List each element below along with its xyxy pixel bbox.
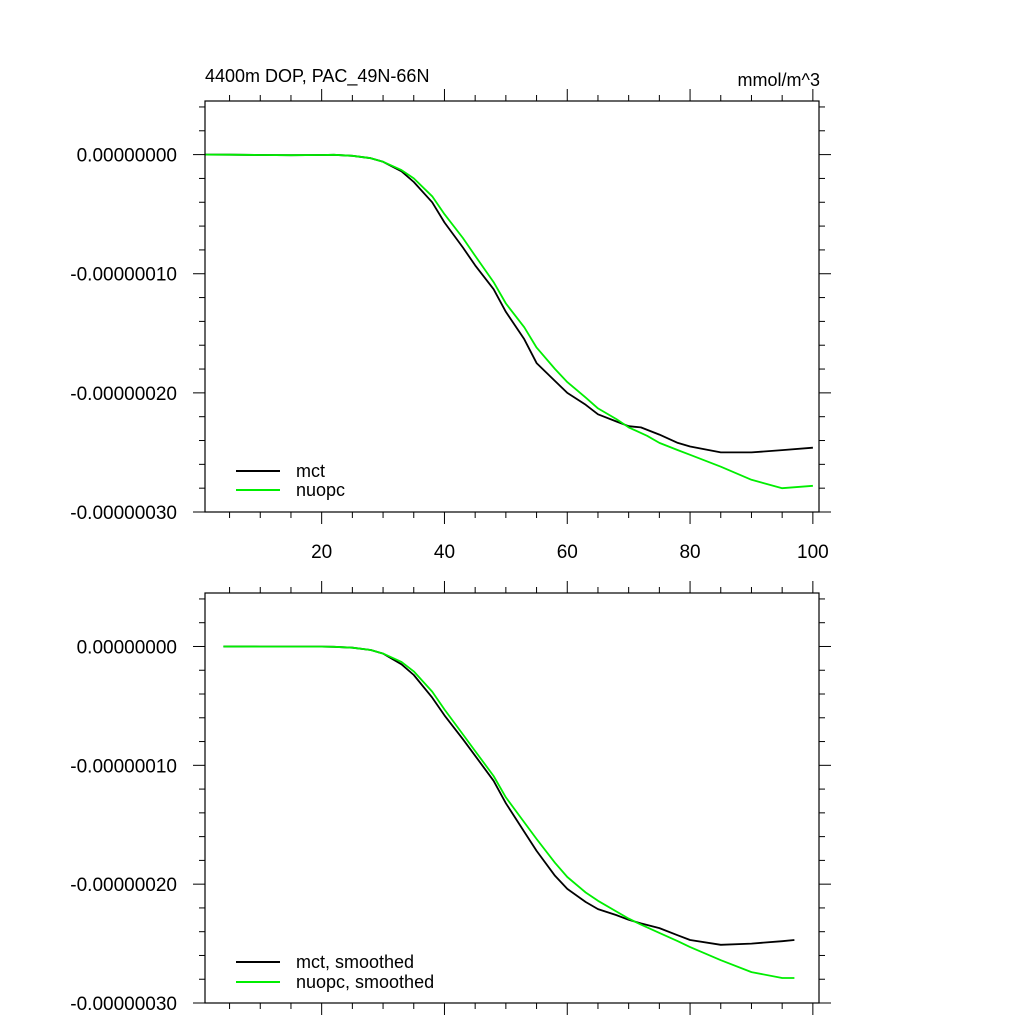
legend-label-mct: mct <box>296 461 325 481</box>
legend-label-nuopc-smoothed: nuopc, smoothed <box>296 972 434 992</box>
y-tick-label: -0.00000020 <box>70 875 177 896</box>
chart-panel-top: 4400m DOP, PAC_49N-66N mmol/m^3 20 40 60 80… <box>70 66 831 563</box>
y-tick-label: -0.00000010 <box>70 756 177 777</box>
x-tick-label: 20 <box>311 542 332 563</box>
plot-frame <box>204 100 820 513</box>
x-tick-label: 40 <box>434 542 455 563</box>
y-tick-label: -0.00000030 <box>70 503 177 524</box>
plot-frame <box>204 592 820 1004</box>
y-tick-label: 0.00000000 <box>77 146 177 167</box>
series-line-mct <box>204 153 813 454</box>
y-tick-label: 0.00000000 <box>77 637 177 658</box>
x-tick-label: 80 <box>679 542 700 563</box>
series-line-mct-smoothed <box>223 645 795 946</box>
legend: mct nuopc <box>236 461 345 500</box>
series-layer <box>223 645 795 979</box>
units-label: mmol/m^3 <box>738 70 820 90</box>
chart-panel-bottom: 0.00000000 -0.00000010 -0.00000020 -0.00000… <box>70 581 831 1015</box>
axis-ticks: 20 40 60 80 100 0.00000000 -0.00000010 -0.00000… <box>70 89 831 563</box>
legend-label-nuopc: nuopc <box>296 480 345 500</box>
series-line-nuopc-smoothed <box>223 645 795 979</box>
legend: mct, smoothed nuopc, smoothed <box>236 952 434 992</box>
chart-title: 4400m DOP, PAC_49N-66N <box>205 66 429 87</box>
x-tick-label: 100 <box>797 542 829 563</box>
x-tick-label: 60 <box>557 542 578 563</box>
axis-ticks: 0.00000000 -0.00000010 -0.00000020 -0.00000… <box>70 581 831 1015</box>
series-line-nuopc <box>204 153 813 490</box>
legend-label-mct-smoothed: mct, smoothed <box>296 952 414 972</box>
y-tick-label: -0.00000020 <box>70 384 177 405</box>
y-tick-label: -0.00000030 <box>70 994 177 1015</box>
series-layer <box>204 153 813 490</box>
y-tick-label: -0.00000010 <box>70 265 177 286</box>
